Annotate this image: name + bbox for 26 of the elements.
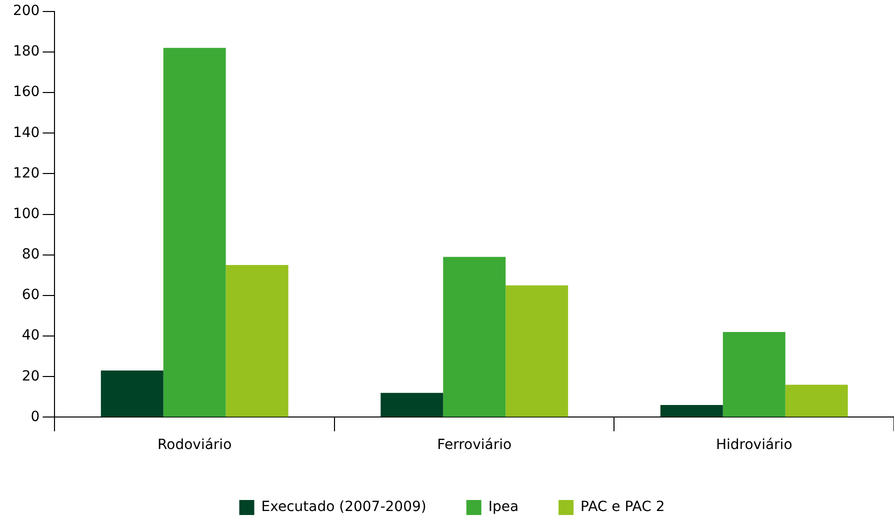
y-tick-label: 40 xyxy=(22,328,40,344)
legend-label: PAC e PAC 2 xyxy=(580,499,665,516)
y-tick-label: 100 xyxy=(12,206,40,222)
y-tick-label: 120 xyxy=(12,165,40,182)
y-tick-label: 140 xyxy=(12,124,40,141)
bar xyxy=(722,332,786,417)
x-tick-label: Hidroviário xyxy=(716,437,792,454)
bar xyxy=(660,405,723,417)
legend-label: Executado (2007-2009) xyxy=(261,499,426,516)
y-tick-label: 20 xyxy=(22,368,40,384)
y-tick-label: 60 xyxy=(22,287,40,304)
legend-label: Ipea xyxy=(488,499,519,516)
y-tick-label: 200 xyxy=(12,3,40,20)
bar xyxy=(506,285,568,417)
y-tick-label: 180 xyxy=(12,44,40,60)
bar xyxy=(785,384,848,417)
bar xyxy=(443,256,506,417)
bar xyxy=(380,392,444,417)
y-tick-label: 0 xyxy=(30,408,40,425)
x-tick-label: Ferroviário xyxy=(437,437,512,454)
x-tick-label: Rodoviário xyxy=(158,437,232,454)
y-tick-label: 160 xyxy=(12,84,40,100)
bar xyxy=(100,370,164,417)
bar xyxy=(163,48,226,417)
y-tick-label: 80 xyxy=(22,246,40,263)
bar xyxy=(226,265,288,417)
